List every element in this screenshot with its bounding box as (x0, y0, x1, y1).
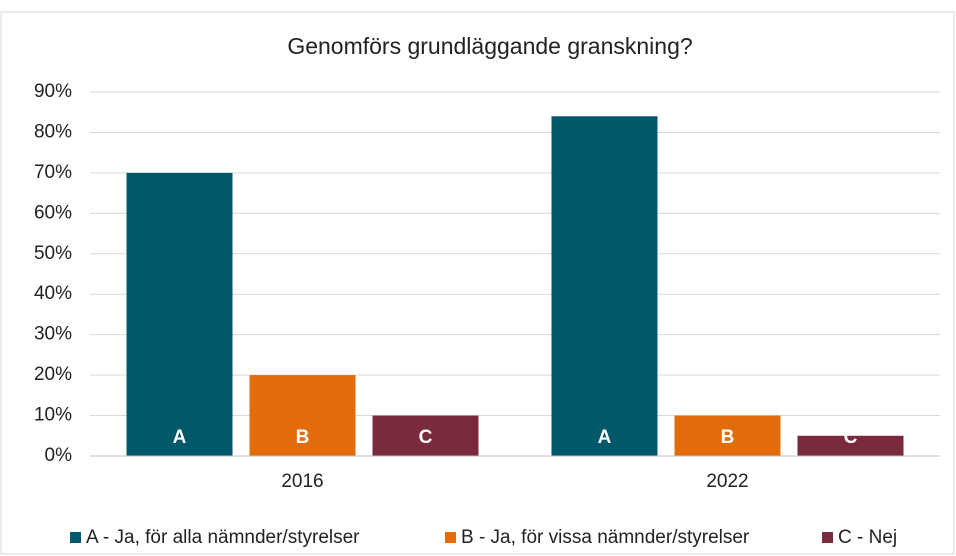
bar (551, 116, 658, 457)
legend-swatch (822, 532, 833, 543)
y-tick-label: 50% (34, 243, 72, 264)
bar (126, 172, 233, 456)
y-tick-label: 80% (34, 121, 72, 142)
bar (674, 415, 781, 456)
y-tick-label: 70% (34, 162, 72, 183)
y-tick-label: 30% (34, 324, 72, 345)
legend-swatch (70, 532, 81, 543)
y-tick-label: 90% (34, 81, 72, 102)
chart-title: Genomförs grundläggande granskning? (287, 33, 692, 59)
bar-label: A (173, 427, 187, 448)
x-tick-label: 2022 (706, 471, 748, 492)
x-tick-label: 2016 (281, 471, 323, 492)
bar-label: B (721, 427, 735, 448)
bar (249, 375, 356, 456)
bar-label: A (598, 427, 612, 448)
bar-label: C (419, 427, 433, 448)
bar (372, 415, 479, 456)
y-tick-label: 20% (34, 364, 72, 385)
bar (797, 435, 904, 456)
bar-label: B (296, 427, 310, 448)
legend-label: B - Ja, för vissa nämnder/styrelser (461, 527, 750, 548)
y-tick-label: 60% (34, 202, 72, 223)
y-tick-label: 0% (45, 445, 73, 466)
y-tick-label: 10% (34, 405, 72, 426)
legend-swatch (445, 532, 456, 543)
y-tick-label: 40% (34, 283, 72, 304)
bar-label: C (844, 427, 858, 448)
legend-label: A - Ja, för alla nämnder/styrelser (86, 527, 360, 548)
legend-label: C - Nej (838, 527, 897, 548)
